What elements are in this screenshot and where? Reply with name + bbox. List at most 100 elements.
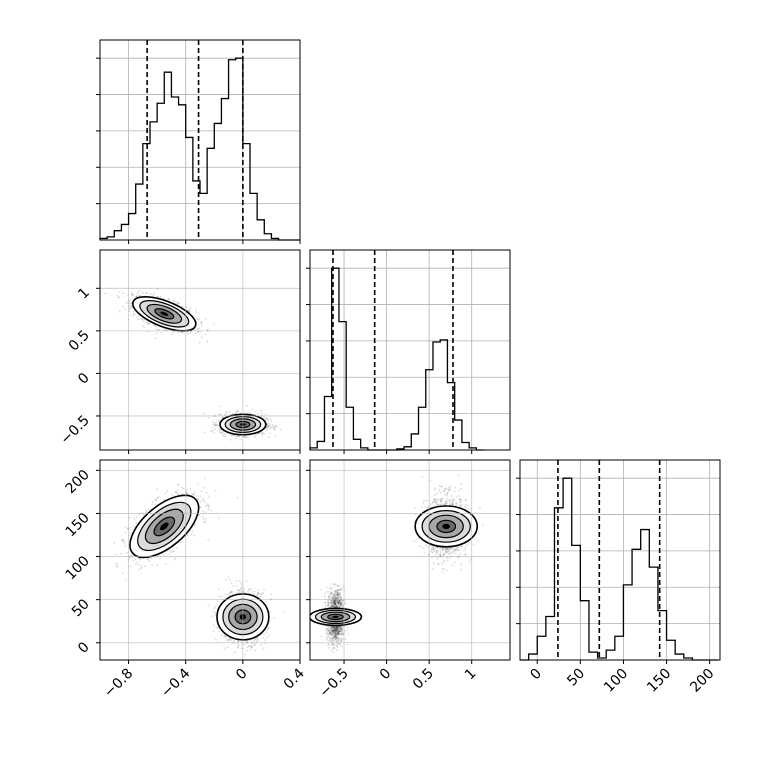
scatter-point xyxy=(124,308,127,311)
scatter-point xyxy=(147,322,150,324)
scatter-point xyxy=(207,417,210,419)
scatter-point xyxy=(268,634,270,637)
scatter-point xyxy=(213,423,216,426)
scatter-point xyxy=(257,593,259,595)
scatter-point xyxy=(156,332,159,334)
scatter-point xyxy=(223,635,226,638)
scatter-point xyxy=(192,493,195,496)
scatter-point xyxy=(193,524,196,527)
scatter-point xyxy=(275,425,278,428)
scatter-point xyxy=(255,410,257,413)
scatter-point xyxy=(229,591,232,594)
scatter-point xyxy=(129,306,132,308)
scatter-point xyxy=(122,292,124,294)
scatter-point xyxy=(145,510,147,513)
scatter-point xyxy=(253,593,256,596)
scatter-point xyxy=(240,588,242,591)
scatter-point xyxy=(211,615,213,617)
scatter-point xyxy=(173,550,175,552)
scatter-point xyxy=(138,289,141,292)
scatter-point xyxy=(137,568,140,571)
scatter-point xyxy=(212,420,214,423)
scatter-point xyxy=(154,498,157,501)
scatter-point xyxy=(261,432,264,435)
scatter-point xyxy=(212,423,215,426)
scatter-p2-p3-plot-area xyxy=(310,460,484,653)
scatter-point xyxy=(104,292,107,295)
scatter-point xyxy=(240,591,243,593)
scatter-point xyxy=(193,491,196,494)
scatter-point xyxy=(124,531,127,534)
scatter-point xyxy=(207,504,210,507)
scatter-point xyxy=(214,490,217,492)
scatter-point xyxy=(246,405,248,408)
scatter-point xyxy=(203,486,206,489)
scatter-point xyxy=(140,564,142,567)
scatter-point xyxy=(165,562,167,565)
scatter-point xyxy=(192,493,195,495)
scatter-point xyxy=(222,416,225,419)
scatter-point xyxy=(142,320,145,322)
scatter-point xyxy=(141,325,144,327)
scatter-point xyxy=(250,648,252,651)
scatter-point xyxy=(251,646,253,649)
scatter-p1-p2: −0.500.51 xyxy=(57,249,301,454)
scatter-point xyxy=(225,410,227,413)
scatter-point xyxy=(196,318,199,320)
scatter-point xyxy=(188,308,191,311)
scatter-point xyxy=(154,503,157,506)
scatter-point xyxy=(211,426,214,429)
scatter-point xyxy=(172,299,175,302)
scatter-point xyxy=(173,558,176,561)
scatter-point xyxy=(252,593,255,595)
scatter-point xyxy=(149,293,152,295)
scatter-p1-p2-y-tick-label: 0 xyxy=(75,370,93,388)
scatter-point xyxy=(186,533,189,536)
scatter-point xyxy=(155,499,158,501)
scatter-point xyxy=(279,428,282,431)
scatter-point xyxy=(230,590,233,593)
scatter-p1-p3-y-tick-label: 150 xyxy=(63,510,93,540)
scatter-point xyxy=(269,619,271,622)
scatter-point xyxy=(177,484,180,486)
scatter-point xyxy=(153,324,156,327)
scatter-point xyxy=(218,517,220,519)
scatter-point xyxy=(263,432,266,435)
scatter-point xyxy=(231,591,234,594)
scatter-point xyxy=(121,539,124,542)
scatter-point xyxy=(170,493,173,496)
scatter-point xyxy=(186,492,189,495)
scatter-point xyxy=(185,492,188,495)
scatter-point xyxy=(213,607,215,610)
scatter-point xyxy=(116,562,118,565)
scatter-point xyxy=(235,585,238,587)
scatter-point xyxy=(145,322,148,324)
scatter-point xyxy=(128,516,131,519)
scatter-point xyxy=(236,410,239,413)
scatter-point xyxy=(446,494,449,497)
scatter-point xyxy=(145,508,147,511)
scatter-point xyxy=(206,329,209,331)
scatter-point xyxy=(266,426,269,429)
scatter-point xyxy=(250,588,253,590)
scatter-point xyxy=(200,506,202,509)
scatter-point xyxy=(240,640,243,643)
scatter-point xyxy=(246,646,249,649)
scatter-point xyxy=(197,318,200,321)
scatter-p1-p2-cluster-0-density xyxy=(132,295,197,332)
scatter-point xyxy=(195,311,198,314)
scatter-point xyxy=(207,539,210,541)
scatter-point xyxy=(253,644,255,646)
scatter-point xyxy=(197,498,199,501)
scatter-point xyxy=(270,593,273,596)
scatter-p1-p3-frame xyxy=(99,459,301,661)
scatter-point xyxy=(200,321,203,324)
scatter-point xyxy=(220,413,223,416)
scatter-point xyxy=(224,635,227,638)
scatter-point xyxy=(148,322,151,325)
scatter-point xyxy=(253,590,256,593)
scatter-point xyxy=(224,637,227,640)
scatter-p1-p3-y-tick-label: 200 xyxy=(63,467,93,497)
scatter-point xyxy=(263,633,266,635)
scatter-point xyxy=(273,617,275,619)
